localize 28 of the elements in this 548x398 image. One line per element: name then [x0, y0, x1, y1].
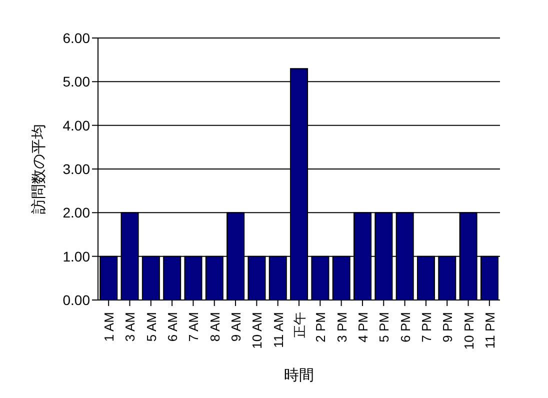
x-tick-label: 4 PM: [355, 312, 370, 342]
y-tick-label: 4.00: [62, 117, 90, 134]
x-tick-label: 6 PM: [398, 312, 413, 342]
x-tick-label: 5 PM: [376, 312, 392, 342]
y-tick-label: 0.00: [62, 292, 90, 308]
y-tick-label: 6.00: [62, 30, 90, 46]
x-tick-label: 6 AM: [165, 312, 180, 342]
x-tick-label: 11 AM: [270, 312, 286, 348]
x-tick-label: 11 PM: [482, 312, 498, 349]
x-tick-label: 3 PM: [334, 312, 350, 342]
y-tick-label: 1.00: [62, 248, 90, 264]
x-tick-label: 8 AM: [207, 312, 222, 342]
y-tick-label: 3.00: [62, 160, 90, 177]
x-tick-label: 9 AM: [228, 312, 244, 342]
x-tick-label: 5 AM: [144, 312, 159, 342]
x-tick-label: 9 PM: [440, 312, 456, 342]
x-tick-label: 7 AM: [186, 312, 202, 342]
x-tick-label: 正午: [292, 312, 307, 338]
y-tick-label: 5.00: [62, 74, 90, 90]
y-axis-title: 訪問数の平均: [30, 124, 48, 214]
x-tick-label: 3 AM: [122, 312, 138, 342]
x-tick-label: 10 AM: [250, 312, 265, 349]
x-tick-label: 7 PM: [418, 312, 434, 342]
y-tick-label: 2.00: [62, 204, 90, 221]
x-tick-label: 1 AM: [102, 312, 117, 342]
x-axis-title: 時間: [284, 367, 314, 384]
x-tick-label: 2 PM: [313, 312, 328, 342]
x-tick-label: 10 PM: [461, 312, 476, 350]
